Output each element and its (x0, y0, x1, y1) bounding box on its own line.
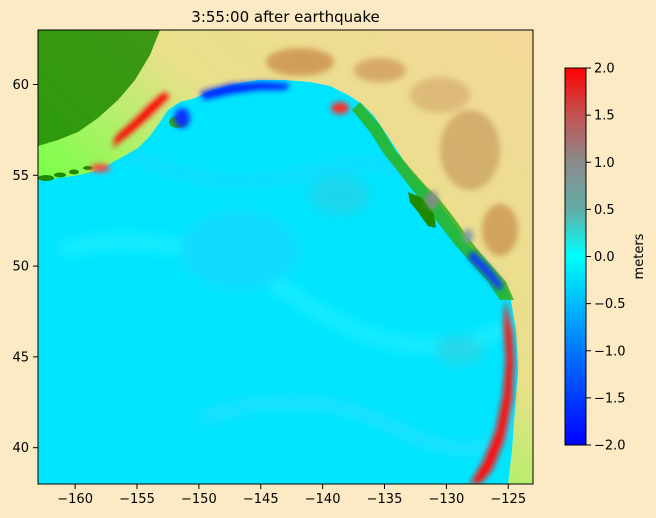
mountain-shading (266, 48, 518, 256)
x-tick-label: −155 (119, 492, 155, 507)
x-tick-label: −140 (305, 492, 341, 507)
colorbar-label: meters (632, 233, 647, 279)
colorbar-tick-label: 0.0 (594, 250, 615, 265)
axes-frame (37, 29, 534, 485)
colorbar-tick-label: 0.5 (594, 203, 615, 218)
x-tick-label: −130 (429, 492, 465, 507)
colorbar-tick-label: 1.5 (594, 109, 615, 124)
colorbar-tick-label: 2.0 (594, 62, 615, 77)
y-tick-label: 45 (12, 350, 29, 365)
ocean-texture (58, 144, 525, 455)
aleutian-islands (38, 166, 93, 181)
x-tick-label: −135 (367, 492, 403, 507)
colorbar-tick-label: −2.0 (594, 439, 626, 454)
land-north-america (38, 30, 533, 484)
vancouver-island (408, 192, 436, 228)
colorbar-tick-label: −1.5 (594, 391, 626, 406)
x-tick-label: −160 (57, 492, 93, 507)
x-tick-label: −125 (490, 492, 526, 507)
x-axis: −160 −155 −150 −145 −140 −135 −130 −125 (57, 484, 526, 507)
colorbar-tick-label: 1.0 (594, 156, 615, 171)
colorbar-tick-label: −1.0 (594, 344, 626, 359)
plot-area (38, 30, 533, 484)
land-coastal-lowland (38, 30, 160, 146)
y-axis: 40 45 50 55 60 (12, 78, 38, 456)
colorbar-tick-label: −0.5 (594, 297, 626, 312)
wave-features (90, 82, 514, 484)
x-tick-label: −145 (243, 492, 279, 507)
colorbar (564, 67, 587, 446)
y-tick-label: 40 (12, 441, 29, 456)
y-tick-label: 50 (12, 260, 29, 275)
y-tick-label: 60 (12, 78, 29, 93)
x-tick-label: −150 (181, 492, 217, 507)
colorbar-ticks: 2.0 1.5 1.0 0.5 0.0 −0.5 −1.0 −1.5 −2.0 (586, 62, 626, 454)
y-tick-label: 55 (12, 169, 29, 184)
chart-title: 3:55:00 after earthquake (191, 8, 379, 26)
